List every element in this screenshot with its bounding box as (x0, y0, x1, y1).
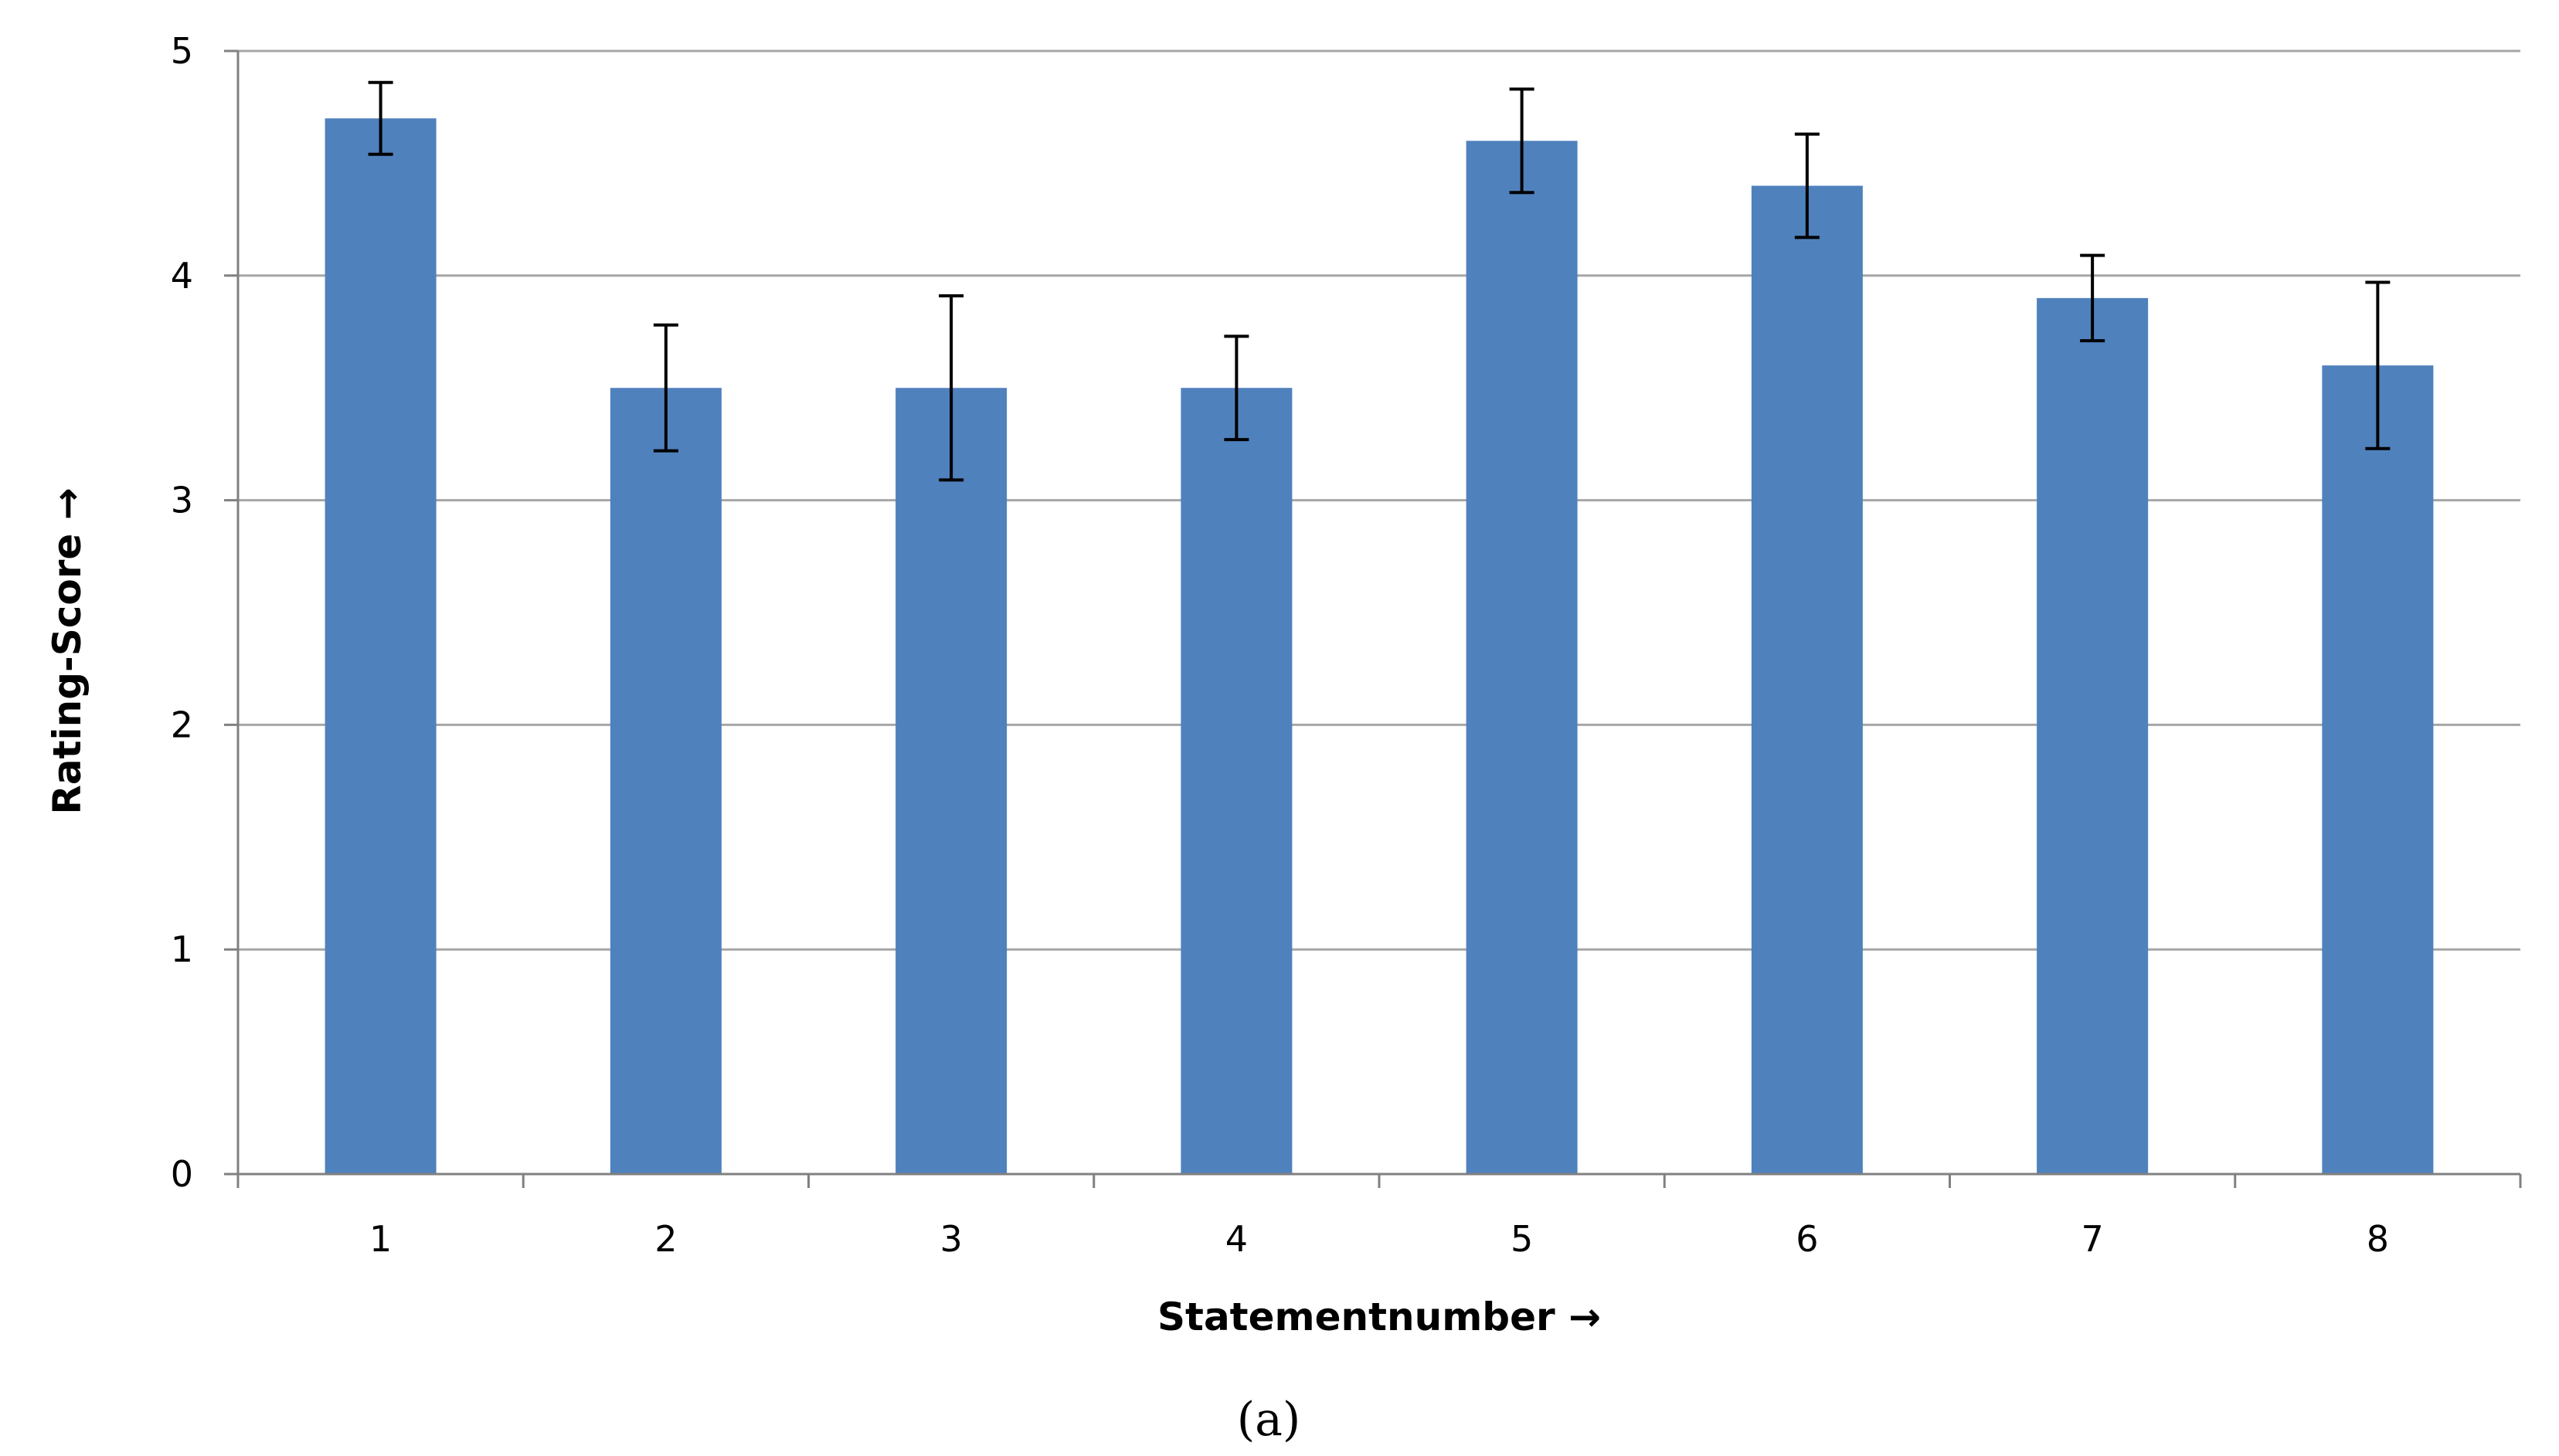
x-tick-label: 2 (654, 1218, 677, 1260)
y-tick-label: 3 (171, 480, 193, 521)
bar-8 (2322, 365, 2434, 1174)
error-bar-1 (368, 80, 393, 156)
x-tick-label: 5 (1511, 1218, 1533, 1260)
bar-4 (1181, 388, 1293, 1174)
bar-3 (895, 388, 1008, 1174)
y-tick-label: 1 (171, 928, 193, 970)
bar-6 (1751, 185, 1863, 1175)
gridlines (238, 49, 2520, 951)
error-bars (368, 80, 2391, 482)
x-axis-title: Statementnumber → (1157, 1295, 1601, 1339)
figure-caption: (a) (1237, 1393, 1301, 1447)
bar-7 (2037, 297, 2149, 1174)
x-tick-label: 6 (1796, 1218, 1818, 1260)
error-bar-2 (653, 323, 678, 453)
y-tick-label: 2 (171, 704, 193, 745)
tick-labels: 0 1 2 3 4 5 1 2 3 4 5 6 7 8 (171, 30, 2389, 1260)
x-tick-label: 7 (2081, 1218, 2103, 1260)
error-bar-7 (2080, 253, 2105, 343)
y-tick-label: 5 (171, 30, 193, 72)
error-bar-4 (1224, 334, 1249, 442)
x-tick-label: 3 (940, 1218, 962, 1260)
y-tick-label: 0 (171, 1153, 193, 1195)
x-tick-label: 1 (369, 1218, 392, 1260)
bar-5 (1466, 141, 1578, 1174)
x-tick-label: 8 (2367, 1218, 2389, 1260)
axes (224, 49, 2522, 1188)
error-bar-3 (939, 294, 964, 482)
bars (325, 118, 2434, 1175)
x-tick-label: 4 (1225, 1218, 1248, 1260)
bar-2 (610, 388, 722, 1174)
y-axis-title: Rating-Score → (45, 487, 90, 814)
error-bar-5 (1509, 87, 1534, 195)
error-bar-8 (2365, 280, 2391, 450)
error-bar-6 (1794, 132, 1820, 239)
bar-1 (325, 118, 437, 1175)
y-tick-label: 4 (171, 255, 193, 297)
